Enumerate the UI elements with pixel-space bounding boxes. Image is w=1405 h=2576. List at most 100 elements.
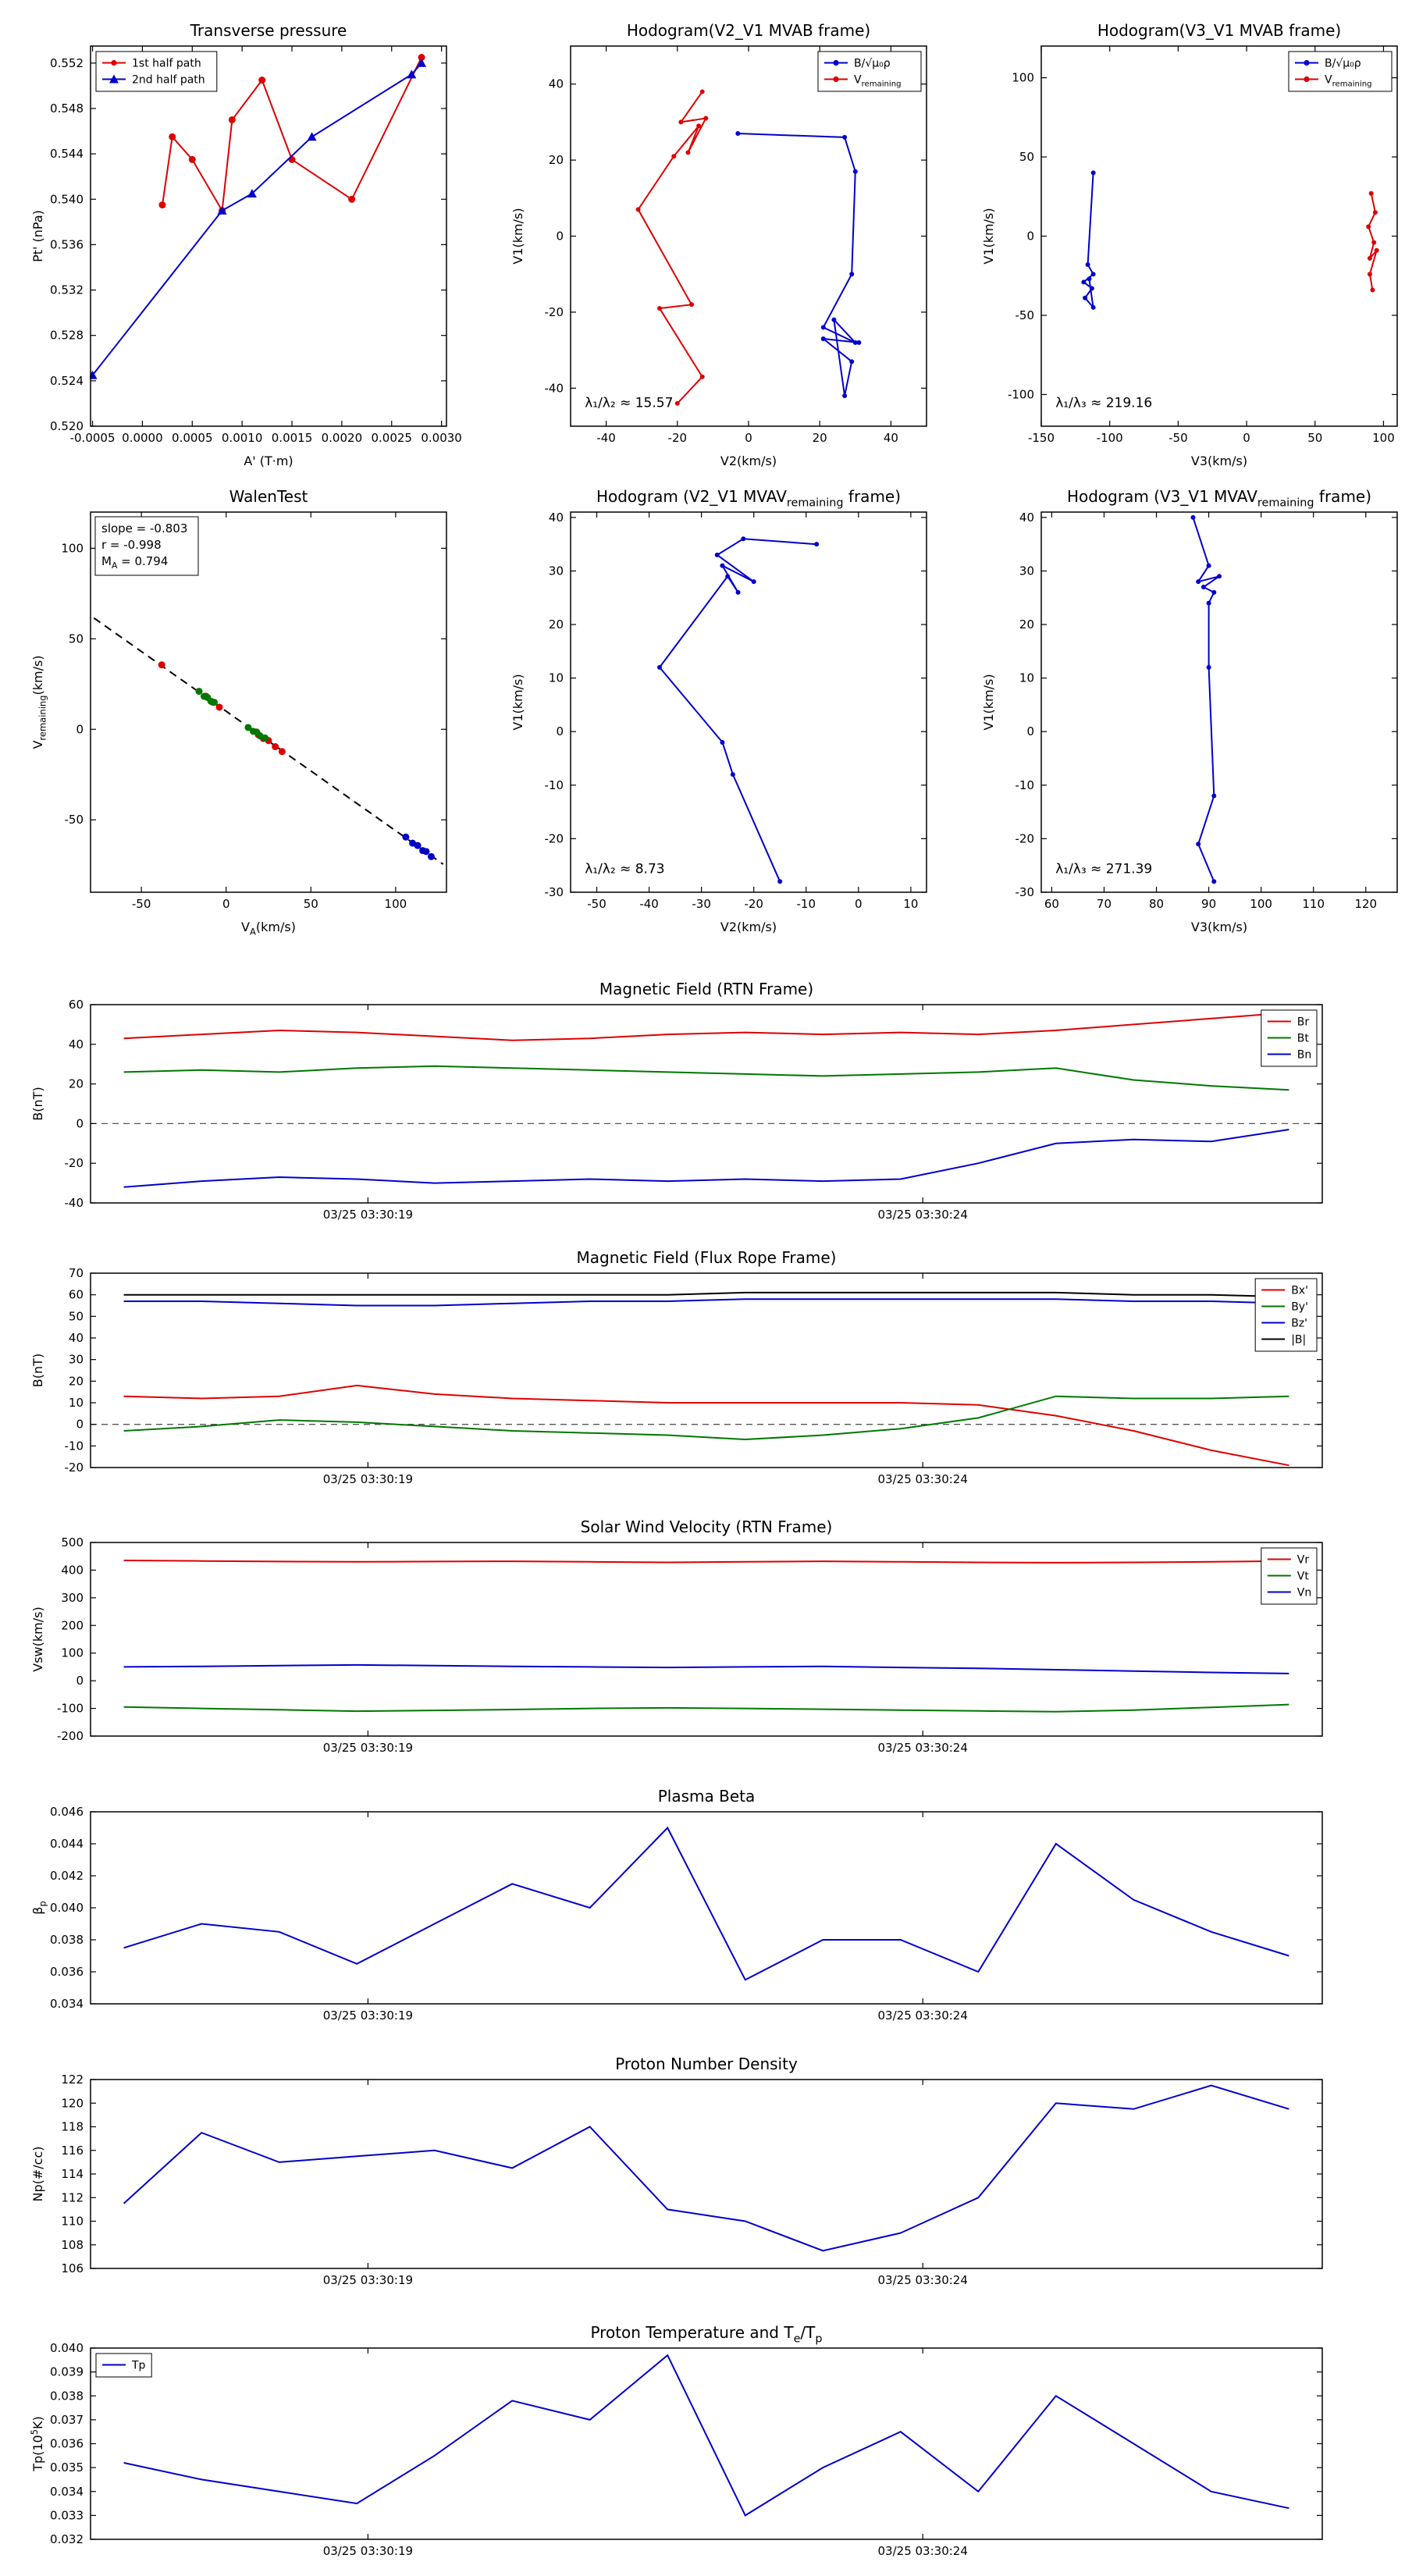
y-axis-label: Vremaining(km/s) xyxy=(30,655,48,749)
y-axis-label: V1(km/s) xyxy=(981,674,996,730)
plot-area xyxy=(571,512,927,892)
y-tick-label: 0.033 xyxy=(50,2508,84,2522)
chart-title: Solar Wind Velocity (RTN Frame) xyxy=(581,1517,833,1536)
x-tick-label: 10 xyxy=(903,897,918,911)
x-axis-label: VA(km/s) xyxy=(241,920,296,938)
y-tick-label: 0.532 xyxy=(50,283,84,297)
x-tick-label: 03/25 03:30:24 xyxy=(878,2008,968,2023)
y-tick-label: 108 xyxy=(61,2238,84,2252)
annotation: λ₁/λ₂ ≈ 15.57 xyxy=(585,396,673,411)
axes-spine xyxy=(1040,45,1398,427)
axes-ticks: 60 70 80 90 100 110 120 -30 -20 -10 0 10 20 30 40 xyxy=(1016,511,1397,911)
legend-label: Vn xyxy=(1297,1587,1311,1599)
series-line xyxy=(123,1065,1289,1091)
y-tick-label: 30 xyxy=(549,564,564,578)
axes-ticks: 03/25 03:30:19 03/25 03:30:24 106 108 110 112… xyxy=(61,2073,1322,2287)
x-tick-label: 03/25 03:30:19 xyxy=(323,1472,413,1486)
y-tick-label: -30 xyxy=(545,885,564,899)
axes-spine xyxy=(90,1004,1323,1204)
x-tick-label: -50 xyxy=(1168,431,1188,445)
series-bz xyxy=(123,1298,1289,1307)
axes-ticks: 03/25 03:30:19 03/25 03:30:24 -40 -20 0 20 40 6… xyxy=(65,998,1322,1222)
x-tick-label: 03/25 03:30:19 xyxy=(323,1741,413,1755)
y-tick-label: 110 xyxy=(61,2215,84,2229)
x-tick-label: 100 xyxy=(385,897,407,911)
y-tick-label: 30 xyxy=(1019,564,1034,578)
chart-title: Hodogram (V2_V1 MVAVremaining frame) xyxy=(596,487,901,510)
legend: Bx' By' Bz' |B| xyxy=(1254,1278,1318,1352)
plot-area xyxy=(91,1273,1322,1468)
legend-label: Br xyxy=(1297,1016,1310,1029)
chart-hodogram-v2v1-mvav: -50 -40 -30 -20 -10 0 10 -30 -20 -10 0 10 20 30 40 Hodo… xyxy=(510,487,927,934)
series-bx xyxy=(123,1384,1289,1467)
series-b xyxy=(1081,170,1096,311)
x-tick-label: 03/25 03:30:19 xyxy=(323,2544,413,2558)
y-tick-label: 0.034 xyxy=(50,1997,84,2011)
x-axis-label: V3(km/s) xyxy=(1191,920,1247,934)
x-axis-label: V2(km/s) xyxy=(720,920,777,934)
y-axis-label: B(nT) xyxy=(30,1087,45,1120)
x-tick-label: 0.0015 xyxy=(272,431,313,445)
axes-ticks: -40 -20 0 20 40 -40 -20 0 20 40 xyxy=(545,46,927,445)
legend-label: Vremaining xyxy=(1325,74,1372,89)
legend: Vr Vt Vn xyxy=(1261,1547,1318,1605)
x-tick-label: 03/25 03:30:19 xyxy=(323,1208,413,1222)
y-tick-label: -200 xyxy=(57,1729,84,1743)
x-tick-label: 90 xyxy=(1201,897,1216,911)
x-tick-label: -20 xyxy=(744,897,763,911)
legend: B/√μ₀ρ Vremaining xyxy=(817,51,922,92)
x-tick-label: 03/25 03:30:24 xyxy=(878,1741,968,1755)
x-tick-label: 03/25 03:30:19 xyxy=(323,2008,413,2023)
legend-label: Bz' xyxy=(1291,1318,1307,1330)
axes-spine xyxy=(90,2079,1323,2269)
y-tick-label: 0.035 xyxy=(50,2460,84,2475)
y-tick-label: 0 xyxy=(76,1418,84,1432)
chart-plasma-beta: 03/25 03:30:19 03/25 03:30:24 0.034 0.036 0.… xyxy=(30,1787,1323,2023)
legend: Tp xyxy=(95,2353,152,2378)
x-tick-label: 100 xyxy=(1250,897,1272,911)
y-tick-label: 112 xyxy=(61,2190,84,2204)
y-tick-label: -40 xyxy=(545,381,564,395)
plot-area xyxy=(1041,512,1397,892)
legend: Br Bt Bn xyxy=(1261,1009,1318,1067)
legend-label: Tp xyxy=(131,2360,146,2372)
axes-ticks: 03/25 03:30:19 03/25 03:30:24 0.032 0.033 0.… xyxy=(50,2341,1322,2558)
x-tick-label: 03/25 03:30:24 xyxy=(878,2273,968,2287)
y-tick-label: 118 xyxy=(61,2120,84,2134)
y-tick-label: 0.040 xyxy=(50,1901,84,1915)
legend-label: 2nd half path xyxy=(132,74,205,87)
chart-solar-wind: 03/25 03:30:19 03/25 03:30:24 -200 -100 0 100… xyxy=(30,1517,1323,1755)
y-tick-label: 60 xyxy=(69,998,84,1012)
chart-title: Hodogram (V3_V1 MVAVremaining frame) xyxy=(1067,487,1371,510)
series-line xyxy=(123,1826,1289,1981)
legend-label: B/√μ₀ρ xyxy=(1325,58,1361,70)
y-tick-label: 0.046 xyxy=(50,1805,84,1819)
y-tick-label: 0.540 xyxy=(50,192,84,206)
x-tick-label: -150 xyxy=(1028,431,1055,445)
series-walen-points-green xyxy=(195,688,269,742)
y-tick-label: -10 xyxy=(65,1439,84,1453)
y-tick-label: 40 xyxy=(549,511,564,525)
x-tick-label: -100 xyxy=(1097,431,1123,445)
x-tick-label: -50 xyxy=(587,897,606,911)
series-line xyxy=(123,1560,1289,1564)
x-tick-label: 0.0010 xyxy=(222,431,263,445)
y-tick-label: 40 xyxy=(1019,511,1034,525)
axes-ticks: -50 -40 -30 -20 -10 0 10 -30 -20 -10 0 10 20 30 40 xyxy=(545,511,927,911)
y-axis-label: Vsw(km/s) xyxy=(30,1606,45,1671)
axes-spine xyxy=(90,1811,1323,2005)
axes-ticks: 03/25 03:30:19 03/25 03:30:24 -20 -10 0 10 20 3… xyxy=(65,1266,1322,1486)
x-tick-label: 0 xyxy=(745,431,752,445)
series-beta xyxy=(123,1826,1289,1981)
legend-label: |B| xyxy=(1291,1334,1306,1347)
legend-box xyxy=(817,51,922,92)
y-tick-label: 200 xyxy=(61,1618,84,1632)
series-line xyxy=(123,1703,1289,1713)
chart-proton-temp: 03/25 03:30:19 03/25 03:30:24 0.032 0.033 0.… xyxy=(29,2323,1323,2558)
info-box-line: MA = 0.794 xyxy=(101,554,168,571)
y-tick-label: -20 xyxy=(65,1461,84,1475)
y-tick-label: 50 xyxy=(69,1309,84,1323)
axes-ticks: -150 -100 -50 0 50 100 -100 -50 0 50 100 xyxy=(1008,46,1397,445)
plot-area xyxy=(1041,46,1397,426)
series-line xyxy=(123,1129,1289,1188)
